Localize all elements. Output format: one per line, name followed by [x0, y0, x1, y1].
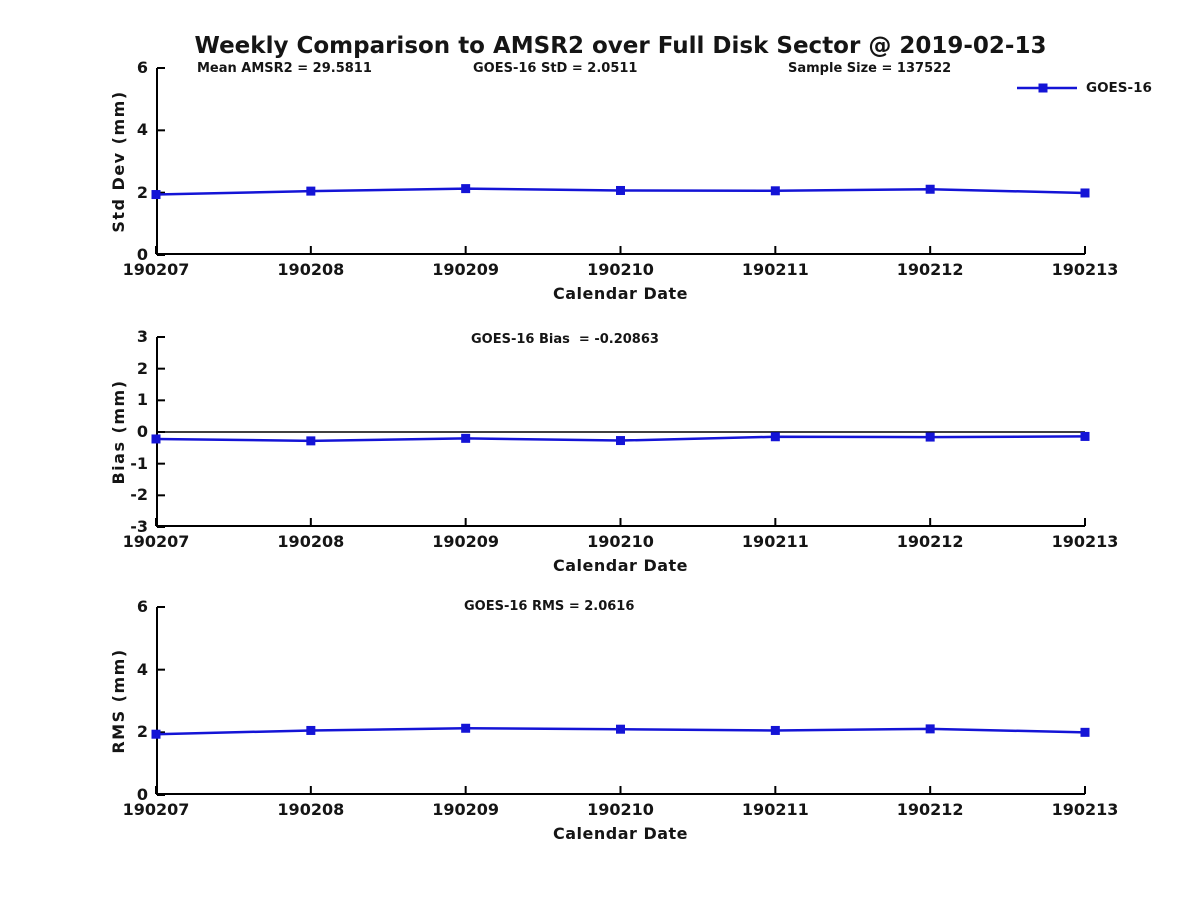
- ylabel-rms: RMS (mm): [109, 648, 128, 754]
- annotation-stddev-0: Mean AMSR2 = 29.5811: [197, 61, 372, 76]
- ylabel-stddev: Std Dev (mm): [109, 90, 128, 233]
- annotation-bias-0: GOES-16 Bias = -0.20863: [471, 332, 659, 347]
- data-point-marker: [770, 725, 780, 735]
- xtick-stddev-190212: 190212: [896, 260, 964, 279]
- data-point-marker: [770, 432, 780, 442]
- bias-plot-area: [151, 336, 1090, 528]
- data-point-marker: [306, 436, 316, 446]
- ytick-stddev-4: 4: [136, 120, 148, 140]
- data-point-marker: [151, 190, 161, 200]
- data-point-marker: [770, 186, 780, 196]
- legend: GOES-16: [1016, 80, 1152, 96]
- data-point-marker: [306, 186, 316, 196]
- ylabel-bias: Bias (mm): [109, 379, 128, 485]
- data-point-marker: [1080, 727, 1090, 737]
- xtick-bias-190208: 190208: [277, 532, 345, 551]
- xtick-rms-190212: 190212: [896, 800, 964, 819]
- rms-plot-area: [151, 606, 1090, 796]
- xtick-stddev-190208: 190208: [277, 260, 345, 279]
- ytick-stddev-0: 0: [136, 245, 148, 264]
- ytick-bias-3: 3: [136, 327, 148, 346]
- xtick-bias-190209: 190209: [432, 532, 500, 551]
- data-point-marker: [616, 436, 625, 446]
- xtick-rms-190209: 190209: [432, 800, 500, 819]
- legend-square-marker: [1038, 83, 1048, 93]
- annotation-rms-0: GOES-16 RMS = 2.0616: [464, 599, 635, 614]
- data-point-marker: [925, 184, 935, 194]
- xtick-rms-190208: 190208: [277, 800, 345, 819]
- data-point-marker: [616, 724, 625, 734]
- legend-label: GOES-16: [1086, 80, 1152, 96]
- ytick-rms-0: 0: [136, 785, 148, 804]
- xtick-rms-190211: 190211: [741, 800, 809, 819]
- ytick-stddev-2: 2: [136, 182, 148, 202]
- xtick-bias-190210: 190210: [587, 532, 654, 551]
- data-point-marker: [461, 184, 471, 194]
- xtick-bias-190212: 190212: [896, 532, 964, 551]
- ytick-bias--1: -1: [130, 453, 148, 473]
- data-point-marker: [151, 729, 161, 739]
- xtick-stddev-190213: 190213: [1051, 260, 1119, 279]
- xtick-stddev-190207: 190207: [122, 260, 190, 279]
- stddev-plot-area: [151, 67, 1090, 256]
- xtick-bias-190213: 190213: [1051, 532, 1119, 551]
- ytick-bias-0: 0: [136, 422, 148, 441]
- data-point-marker: [925, 724, 935, 734]
- xtick-stddev-190211: 190211: [741, 260, 809, 279]
- xlabel-rms: Calendar Date: [552, 824, 689, 843]
- data-point-marker: [925, 432, 935, 442]
- ytick-bias-2: 2: [136, 358, 148, 378]
- subplot-rms: 0 2 4 6 190207 190208 190209 190210 190211 190212…: [109, 597, 1118, 843]
- xtick-rms-190213: 190213: [1051, 800, 1119, 819]
- xlabel-stddev: Calendar Date: [552, 284, 689, 303]
- xtick-rms-190207: 190207: [122, 800, 190, 819]
- ytick-rms-6: 6: [136, 597, 148, 616]
- xtick-stddev-190209: 190209: [432, 260, 500, 279]
- annotation-stddev-2: Sample Size = 137522: [788, 61, 952, 76]
- xtick-stddev-190210: 190210: [587, 260, 654, 279]
- data-point-marker: [461, 433, 471, 443]
- data-point-marker: [616, 185, 625, 195]
- xtick-bias-190207: 190207: [122, 532, 190, 551]
- subplot-bias: -3 -2 -1 0 1 2 3 190207 190208 190209 190210 190211…: [109, 327, 1118, 575]
- figure-title: Weekly Comparison to AMSR2 over Full Dis…: [194, 33, 1047, 59]
- ytick-bias-1: 1: [136, 390, 148, 410]
- data-point-marker: [306, 725, 316, 735]
- ytick-rms-4: 4: [136, 659, 148, 679]
- data-point-marker: [461, 723, 471, 733]
- xtick-rms-190210: 190210: [587, 800, 654, 819]
- ytick-bias--3: -3: [130, 517, 148, 536]
- data-point-marker: [151, 434, 161, 444]
- subplot-stddev: 0 2 4 6 190207 190208 190209 190210 190211 190212…: [109, 58, 1118, 303]
- annotation-stddev-1: GOES-16 StD = 2.0511: [473, 61, 638, 76]
- ytick-stddev-6: 6: [136, 58, 148, 77]
- ytick-rms-2: 2: [136, 722, 148, 742]
- legend-line-swatch: [1017, 83, 1077, 93]
- data-point-marker: [1080, 431, 1090, 441]
- xlabel-bias: Calendar Date: [552, 556, 689, 575]
- data-point-marker: [1080, 188, 1090, 198]
- xtick-bias-190211: 190211: [741, 532, 809, 551]
- ytick-bias--2: -2: [130, 485, 148, 505]
